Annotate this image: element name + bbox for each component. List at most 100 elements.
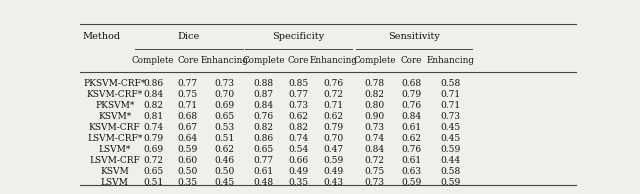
Text: 0.74: 0.74 bbox=[289, 134, 308, 143]
Text: 0.79: 0.79 bbox=[323, 123, 343, 132]
Text: 0.58: 0.58 bbox=[440, 167, 461, 176]
Text: Enhancing: Enhancing bbox=[200, 56, 248, 65]
Text: 0.84: 0.84 bbox=[401, 112, 421, 121]
Text: Sensitivity: Sensitivity bbox=[388, 32, 440, 41]
Text: 0.81: 0.81 bbox=[143, 112, 163, 121]
Text: 0.47: 0.47 bbox=[323, 145, 343, 154]
Text: PKSVM-CRF*: PKSVM-CRF* bbox=[84, 79, 146, 87]
Text: KSVM*: KSVM* bbox=[98, 112, 131, 121]
Text: 0.45: 0.45 bbox=[440, 123, 461, 132]
Text: 0.87: 0.87 bbox=[253, 90, 274, 99]
Text: 0.61: 0.61 bbox=[253, 167, 274, 176]
Text: 0.72: 0.72 bbox=[143, 156, 163, 165]
Text: KSVM-CRF: KSVM-CRF bbox=[89, 123, 141, 132]
Text: 0.43: 0.43 bbox=[323, 178, 343, 187]
Text: 0.78: 0.78 bbox=[365, 79, 385, 87]
Text: 0.90: 0.90 bbox=[365, 112, 385, 121]
Text: 0.69: 0.69 bbox=[214, 101, 234, 110]
Text: 0.45: 0.45 bbox=[440, 134, 461, 143]
Text: 0.65: 0.65 bbox=[143, 167, 163, 176]
Text: 0.51: 0.51 bbox=[214, 134, 234, 143]
Text: Core: Core bbox=[401, 56, 422, 65]
Text: Complete: Complete bbox=[243, 56, 285, 65]
Text: Enhancing: Enhancing bbox=[427, 56, 475, 65]
Text: 0.76: 0.76 bbox=[401, 145, 421, 154]
Text: 0.50: 0.50 bbox=[178, 167, 198, 176]
Text: 0.65: 0.65 bbox=[253, 145, 274, 154]
Text: 0.62: 0.62 bbox=[214, 145, 234, 154]
Text: 0.68: 0.68 bbox=[401, 79, 421, 87]
Text: 0.82: 0.82 bbox=[254, 123, 274, 132]
Text: 0.72: 0.72 bbox=[323, 90, 343, 99]
Text: 0.35: 0.35 bbox=[178, 178, 198, 187]
Text: Dice: Dice bbox=[177, 32, 200, 41]
Text: 0.76: 0.76 bbox=[323, 79, 343, 87]
Text: 0.84: 0.84 bbox=[365, 145, 385, 154]
Text: 0.49: 0.49 bbox=[323, 167, 343, 176]
Text: 0.64: 0.64 bbox=[178, 134, 198, 143]
Text: 0.61: 0.61 bbox=[401, 123, 421, 132]
Text: 0.74: 0.74 bbox=[143, 123, 163, 132]
Text: Enhancing: Enhancing bbox=[309, 56, 357, 65]
Text: 0.75: 0.75 bbox=[365, 167, 385, 176]
Text: 0.77: 0.77 bbox=[253, 156, 274, 165]
Text: 0.59: 0.59 bbox=[440, 178, 461, 187]
Text: 0.82: 0.82 bbox=[289, 123, 308, 132]
Text: 0.65: 0.65 bbox=[214, 112, 234, 121]
Text: PKSVM*: PKSVM* bbox=[95, 101, 134, 110]
Text: 0.73: 0.73 bbox=[441, 112, 461, 121]
Text: 0.46: 0.46 bbox=[214, 156, 234, 165]
Text: 0.60: 0.60 bbox=[178, 156, 198, 165]
Text: 0.71: 0.71 bbox=[441, 90, 461, 99]
Text: 0.62: 0.62 bbox=[401, 134, 421, 143]
Text: LSVM-CRF*: LSVM-CRF* bbox=[87, 134, 143, 143]
Text: 0.82: 0.82 bbox=[365, 90, 385, 99]
Text: 0.84: 0.84 bbox=[143, 90, 163, 99]
Text: 0.70: 0.70 bbox=[214, 90, 234, 99]
Text: KSVM-CRF*: KSVM-CRF* bbox=[86, 90, 143, 99]
Text: 0.79: 0.79 bbox=[401, 90, 421, 99]
Text: 0.59: 0.59 bbox=[178, 145, 198, 154]
Text: 0.45: 0.45 bbox=[214, 178, 234, 187]
Text: 0.59: 0.59 bbox=[323, 156, 343, 165]
Text: 0.50: 0.50 bbox=[214, 167, 234, 176]
Text: 0.59: 0.59 bbox=[440, 145, 461, 154]
Text: 0.59: 0.59 bbox=[401, 178, 421, 187]
Text: Complete: Complete bbox=[132, 56, 175, 65]
Text: 0.79: 0.79 bbox=[143, 134, 163, 143]
Text: 0.73: 0.73 bbox=[365, 123, 385, 132]
Text: 0.54: 0.54 bbox=[289, 145, 308, 154]
Text: Core: Core bbox=[288, 56, 309, 65]
Text: 0.62: 0.62 bbox=[323, 112, 343, 121]
Text: Method: Method bbox=[83, 32, 120, 41]
Text: 0.74: 0.74 bbox=[365, 134, 385, 143]
Text: Specificity: Specificity bbox=[273, 32, 324, 41]
Text: LSVM-CRF: LSVM-CRF bbox=[90, 156, 140, 165]
Text: 0.86: 0.86 bbox=[143, 79, 163, 87]
Text: 0.85: 0.85 bbox=[289, 79, 308, 87]
Text: 0.84: 0.84 bbox=[253, 101, 274, 110]
Text: 0.71: 0.71 bbox=[323, 101, 343, 110]
Text: 0.73: 0.73 bbox=[289, 101, 308, 110]
Text: 0.71: 0.71 bbox=[441, 101, 461, 110]
Text: LSVM*: LSVM* bbox=[99, 145, 131, 154]
Text: 0.49: 0.49 bbox=[289, 167, 308, 176]
Text: 0.35: 0.35 bbox=[289, 178, 308, 187]
Text: LSVM: LSVM bbox=[100, 178, 129, 187]
Text: 0.77: 0.77 bbox=[178, 79, 198, 87]
Text: Core: Core bbox=[177, 56, 198, 65]
Text: KSVM: KSVM bbox=[100, 167, 129, 176]
Text: 0.68: 0.68 bbox=[178, 112, 198, 121]
Text: 0.76: 0.76 bbox=[253, 112, 274, 121]
Text: 0.53: 0.53 bbox=[214, 123, 234, 132]
Text: 0.73: 0.73 bbox=[365, 178, 385, 187]
Text: 0.86: 0.86 bbox=[253, 134, 274, 143]
Text: Complete: Complete bbox=[354, 56, 396, 65]
Text: 0.63: 0.63 bbox=[401, 167, 421, 176]
Text: 0.88: 0.88 bbox=[253, 79, 274, 87]
Text: 0.44: 0.44 bbox=[441, 156, 461, 165]
Text: 0.72: 0.72 bbox=[365, 156, 385, 165]
Text: 0.58: 0.58 bbox=[440, 79, 461, 87]
Text: 0.73: 0.73 bbox=[214, 79, 234, 87]
Text: 0.62: 0.62 bbox=[289, 112, 308, 121]
